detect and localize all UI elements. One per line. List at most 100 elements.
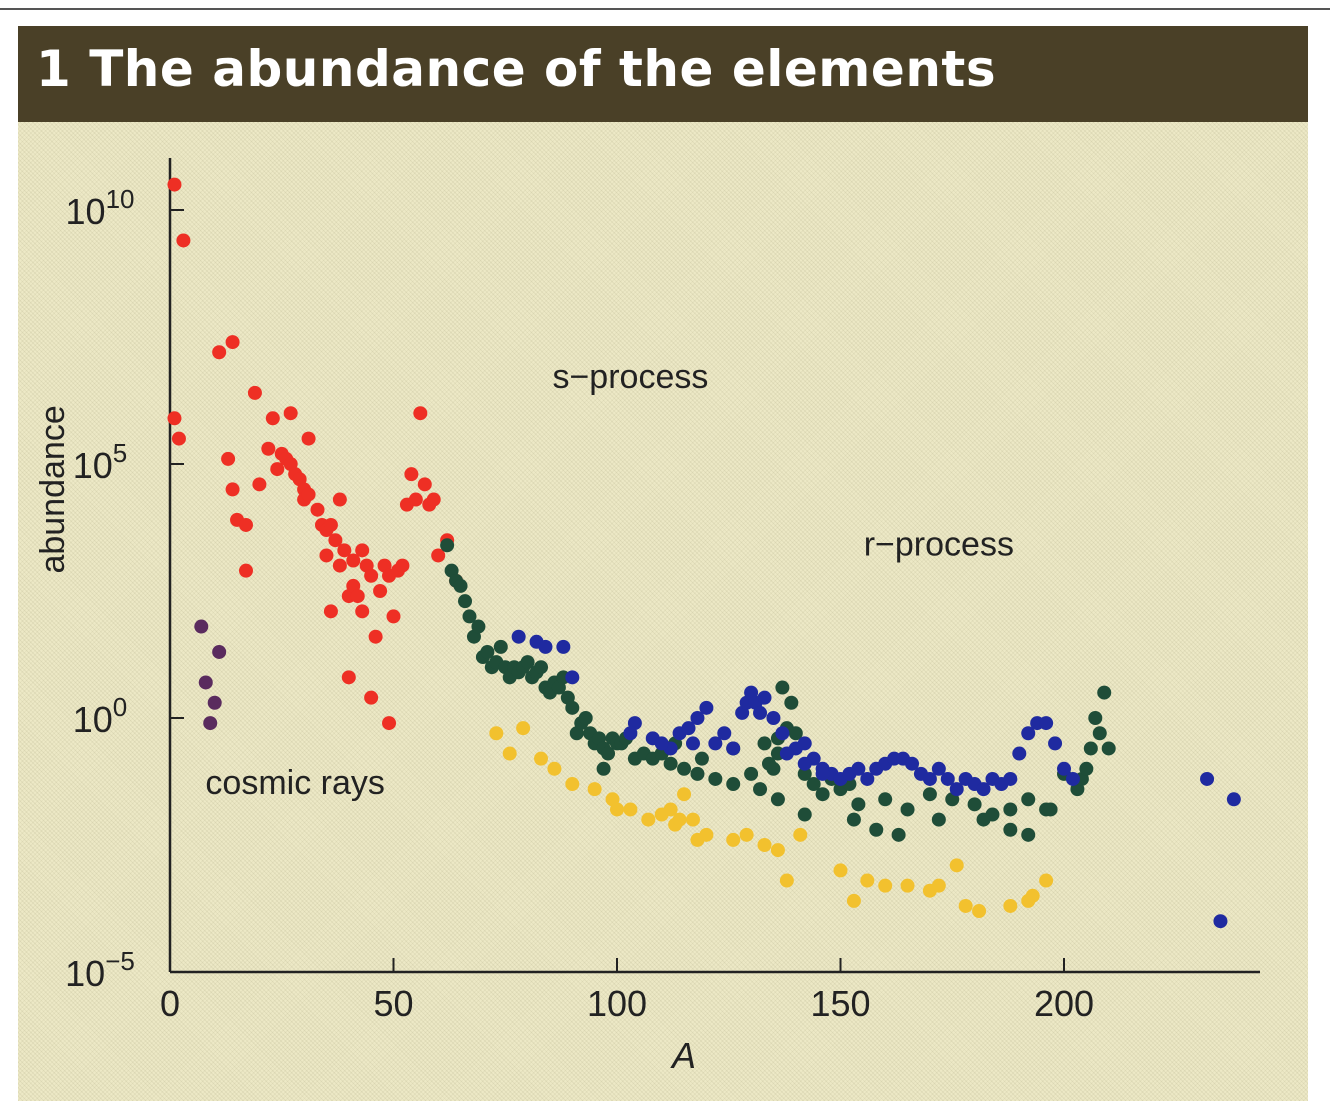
data-point-yellow: [972, 904, 987, 919]
data-point-s_process: [770, 792, 785, 807]
data-point-r_process: [690, 711, 705, 725]
data-point-yellow: [685, 812, 700, 827]
data-point-s_process: [578, 711, 593, 725]
data-point-r_process: [1200, 771, 1215, 786]
data-point-r_process: [681, 721, 696, 736]
annotation-label: r−process: [864, 525, 1014, 563]
data-point-yellow: [641, 812, 656, 827]
data-point-r_process: [922, 771, 937, 786]
data-point-cosmic_rays: [431, 548, 446, 563]
data-point-yellow: [770, 843, 785, 858]
data-point-r_process: [556, 639, 571, 654]
data-points: [167, 177, 1241, 929]
data-point-r_process: [1213, 914, 1228, 929]
data-point-cosmic_rays: [355, 543, 370, 558]
data-point-r_process: [779, 746, 794, 761]
data-point-yellow: [587, 782, 602, 797]
data-point-r_process: [623, 726, 638, 741]
y-axis-label: abundance: [34, 405, 72, 573]
data-point-cosmic_rays: [395, 558, 410, 573]
data-point-cosmic_rays: [323, 517, 338, 532]
data-point-cosmic_rays: [364, 690, 379, 705]
figure-panel: 1 The abundance of the elements 0 50 100 15…: [18, 26, 1308, 1101]
data-point-yellow: [878, 878, 893, 893]
title-bar: 1 The abundance of the elements: [18, 26, 1308, 122]
data-point-s_process: [757, 736, 772, 751]
data-point-purple: [212, 644, 227, 659]
data-point-yellow: [833, 863, 848, 878]
annotation-label: s−process: [552, 358, 708, 396]
data-point-r_process: [851, 761, 866, 776]
y-tick-label: 105: [73, 438, 128, 486]
data-point-cosmic_rays: [176, 233, 191, 248]
data-point-cosmic_rays: [167, 177, 182, 192]
data-point-r_process: [511, 629, 526, 644]
data-point-r_process: [717, 726, 732, 741]
data-point-s_process: [967, 797, 982, 812]
data-point-s_process: [976, 812, 991, 827]
data-point-s_process: [1043, 802, 1058, 817]
data-point-r_process: [565, 670, 580, 685]
data-point-r_process: [1065, 771, 1080, 786]
data-point-cosmic_rays: [301, 487, 316, 502]
data-point-s_process: [1088, 711, 1103, 725]
annotations: s−process r−process cosmic rays: [205, 358, 1014, 802]
data-point-cosmic_rays: [212, 345, 227, 360]
data-point-purple: [194, 619, 209, 634]
data-point-cosmic_rays: [413, 406, 428, 421]
data-point-r_process: [708, 736, 723, 751]
data-point-s_process: [851, 797, 866, 812]
data-point-yellow: [860, 873, 875, 888]
data-point-s_process: [663, 756, 678, 771]
x-tick-label: 50: [373, 983, 413, 1024]
data-point-cosmic_rays: [368, 629, 383, 644]
data-point-yellow: [565, 777, 580, 792]
data-point-yellow: [1003, 898, 1018, 913]
data-point-r_process: [797, 756, 812, 771]
data-point-s_process: [797, 766, 812, 781]
data-point-yellow: [547, 761, 562, 776]
data-point-yellow: [931, 878, 946, 893]
data-point-s_process: [601, 746, 616, 761]
data-point-r_process: [685, 736, 700, 751]
data-point-s_process: [806, 777, 821, 792]
x-tick-label: 200: [1034, 983, 1094, 1024]
data-point-s_process: [1083, 741, 1098, 756]
data-point-s_process: [869, 822, 884, 837]
data-point-cosmic_rays: [301, 431, 316, 446]
data-point-yellow: [516, 721, 531, 736]
data-point-cosmic_rays: [238, 563, 253, 578]
data-point-s_process: [534, 660, 549, 675]
data-point-s_process: [1003, 822, 1018, 837]
data-point-cosmic_rays: [310, 502, 325, 517]
data-point-s_process: [471, 619, 486, 634]
data-point-s_process: [922, 787, 937, 802]
data-point-r_process: [775, 726, 790, 741]
data-point-yellow: [502, 746, 517, 761]
data-point-cosmic_rays: [332, 558, 347, 573]
data-point-yellow: [672, 812, 687, 827]
data-point-yellow: [690, 832, 705, 847]
data-point-cosmic_rays: [382, 716, 397, 731]
data-point-cosmic_rays: [426, 492, 441, 507]
abundance-chart: 0 50 100 150 200 1010 105 100 10−5 s−process r−pr…: [34, 158, 1260, 1076]
data-point-yellow: [958, 898, 973, 913]
data-point-s_process: [846, 812, 861, 827]
data-point-s_process: [900, 802, 915, 817]
data-point-cosmic_rays: [408, 492, 423, 507]
data-point-r_process: [815, 766, 830, 781]
data-point-s_process: [690, 766, 705, 781]
data-point-s_process: [815, 787, 830, 802]
data-point-yellow: [757, 838, 772, 852]
data-point-s_process: [677, 761, 692, 776]
x-tick-label: 100: [587, 983, 647, 1024]
data-point-cosmic_rays: [350, 589, 365, 604]
data-point-s_process: [480, 644, 495, 659]
data-point-s_process: [440, 538, 455, 553]
data-point-cosmic_rays: [265, 411, 280, 426]
data-point-yellow: [793, 827, 808, 842]
data-point-r_process: [1057, 761, 1071, 776]
data-point-cosmic_rays: [337, 543, 352, 558]
data-point-s_process: [1079, 761, 1094, 776]
data-point-r_process: [1039, 716, 1054, 731]
